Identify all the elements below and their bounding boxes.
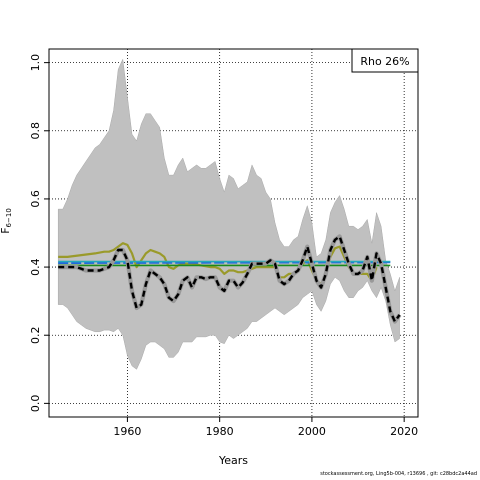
axis-ticks: 1960 1980 2000 2020 0.0 0.2 0.4 0.6 0.8 1.0: [29, 54, 418, 438]
confidence-band-area: [57, 58, 400, 370]
plot-frame: [48, 48, 419, 418]
y-tick-label: 0.8: [29, 122, 42, 140]
y-tick-label: 0.4: [29, 258, 42, 276]
y-tick-label: 0.2: [29, 326, 42, 344]
annotation-box: Rho 26%: [351, 48, 419, 73]
y-axis-title: F6−10: [0, 208, 13, 234]
y-axis-title-subscript: 6−10: [5, 208, 13, 227]
alternate-line: [58, 242, 378, 286]
x-tick-label: 2020: [390, 425, 418, 438]
annotation-box-frame: [351, 48, 419, 73]
x-tick-label: 1980: [206, 425, 234, 438]
x-tick-label: 1960: [113, 425, 141, 438]
estimate-line: [58, 235, 401, 323]
confidence-band: [57, 58, 400, 370]
x-axis-title: Years: [218, 454, 248, 467]
series-lines: [58, 234, 402, 324]
footer-credit: stockassessment.org, Ling5b-004, r13696 …: [320, 471, 477, 477]
y-tick-label: 1.0: [29, 54, 42, 72]
annotation-text: Rho 26%: [360, 55, 409, 68]
y-axis-title-main: F: [0, 227, 12, 233]
x-tick-label: 2000: [298, 425, 326, 438]
y-tick-label: 0.6: [29, 190, 42, 208]
y-tick-label: 0.0: [29, 395, 42, 413]
